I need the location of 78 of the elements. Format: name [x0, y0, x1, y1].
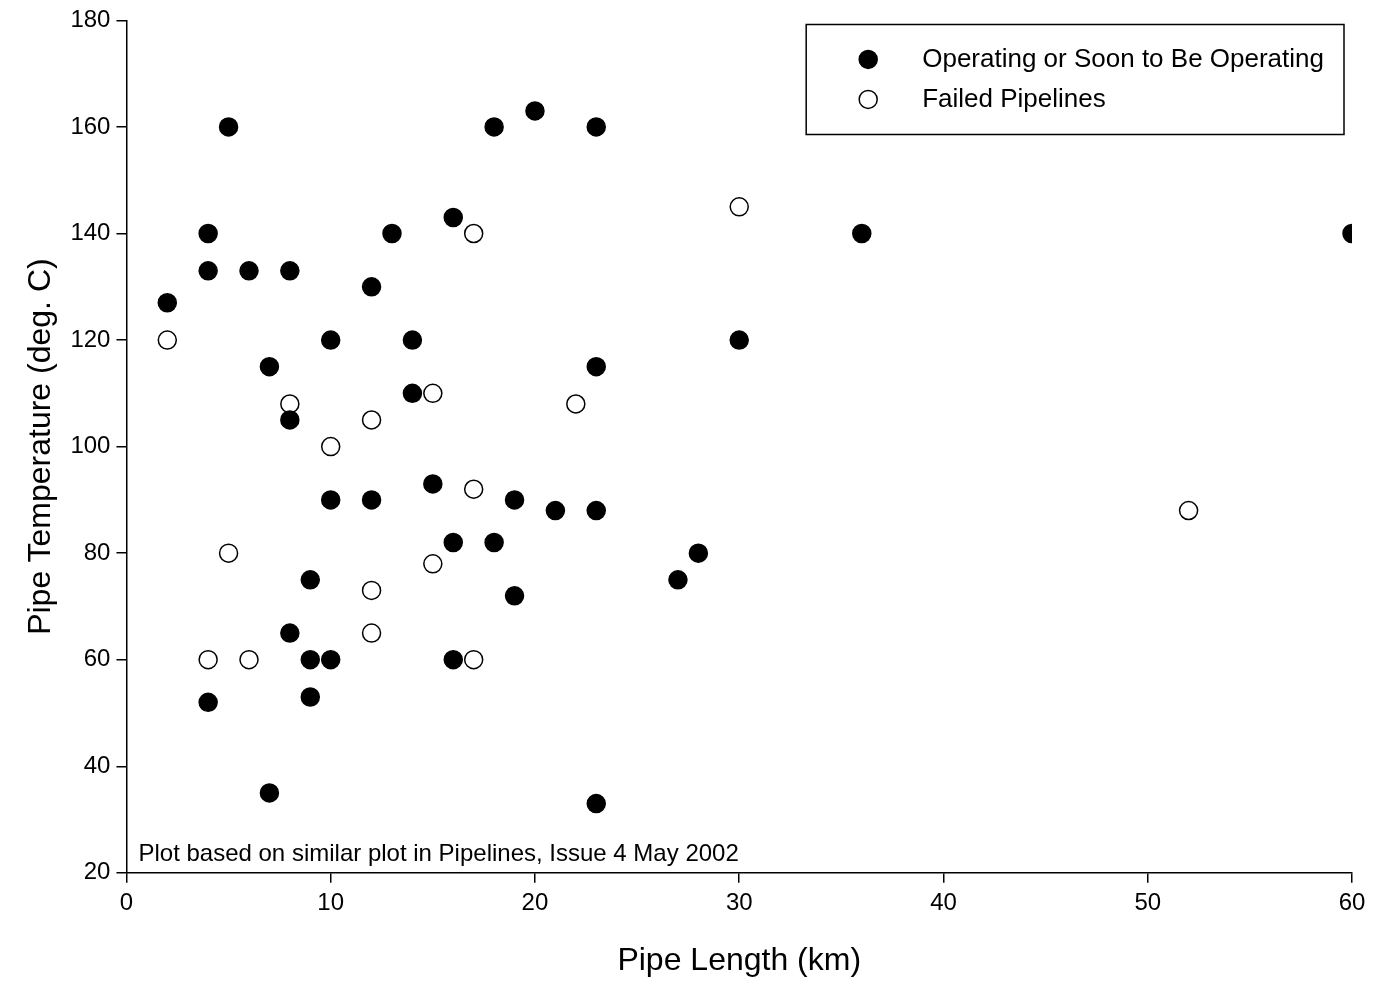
x-tick-label: 40 — [930, 887, 957, 915]
x-tick-label: 30 — [725, 887, 753, 915]
y-tick-label: 160 — [70, 111, 111, 139]
point — [1178, 500, 1199, 521]
point — [525, 101, 545, 121]
point — [852, 223, 872, 244]
legend-label: Failed Pipelines — [922, 82, 1106, 113]
point — [443, 649, 464, 670]
point — [300, 570, 321, 590]
x-tick-label: 50 — [1134, 887, 1162, 915]
point — [198, 649, 218, 670]
point — [320, 490, 341, 510]
x-tick-label: 10 — [317, 887, 345, 915]
point — [280, 394, 300, 414]
point — [218, 117, 239, 137]
point — [198, 692, 218, 713]
y-tick-label: 60 — [83, 644, 111, 672]
point — [320, 330, 341, 350]
point — [545, 500, 566, 521]
point — [423, 474, 443, 494]
point — [729, 330, 749, 350]
point — [504, 586, 525, 606]
point — [320, 649, 341, 670]
point — [586, 500, 606, 521]
point — [157, 330, 178, 350]
point — [218, 543, 239, 563]
point — [300, 687, 321, 707]
point — [504, 490, 525, 510]
point — [463, 223, 484, 244]
point — [463, 649, 484, 670]
point — [280, 623, 300, 643]
point — [729, 197, 749, 217]
point — [688, 543, 709, 563]
y-tick-label: 40 — [83, 750, 111, 778]
point — [463, 479, 484, 499]
point — [239, 261, 259, 281]
point — [239, 649, 259, 670]
point — [586, 356, 606, 377]
point — [586, 117, 606, 137]
y-tick-label: 120 — [70, 324, 111, 352]
point — [402, 330, 423, 350]
y-axis-title: Pipe Temperature (deg. C) — [21, 258, 58, 635]
point — [259, 783, 280, 803]
point — [484, 117, 504, 137]
point — [668, 570, 688, 590]
point — [361, 580, 382, 601]
point — [198, 261, 218, 281]
point — [586, 793, 606, 814]
y-tick-label: 180 — [70, 5, 111, 33]
point — [157, 293, 178, 313]
point — [361, 410, 382, 430]
point — [566, 394, 586, 414]
y-tick-label: 100 — [70, 431, 111, 459]
annotation: Plot based on similar plot in Pipelines, Issue 4 May 2002 — [138, 838, 739, 866]
point — [402, 383, 423, 404]
y-tick-label: 140 — [70, 218, 111, 246]
point — [484, 532, 504, 553]
point — [423, 383, 443, 404]
point — [320, 436, 341, 457]
point — [361, 277, 382, 297]
point — [443, 207, 464, 228]
x-tick-label: 20 — [521, 887, 549, 915]
point — [259, 356, 280, 377]
x-tick-label: 0 — [119, 887, 134, 915]
point — [382, 223, 402, 244]
x-axis-title: Pipe Length (km) — [617, 940, 862, 977]
point — [280, 410, 300, 430]
legend-label: Operating or Soon to Be Operating — [922, 42, 1325, 73]
point — [443, 532, 464, 553]
point — [361, 623, 382, 643]
point — [361, 490, 382, 510]
point — [423, 554, 443, 574]
x-tick-label: 60 — [1338, 887, 1366, 915]
y-tick-label: 80 — [83, 537, 111, 565]
y-tick-label: 20 — [83, 857, 111, 885]
point — [198, 223, 218, 244]
point — [300, 649, 321, 670]
point — [280, 261, 300, 281]
